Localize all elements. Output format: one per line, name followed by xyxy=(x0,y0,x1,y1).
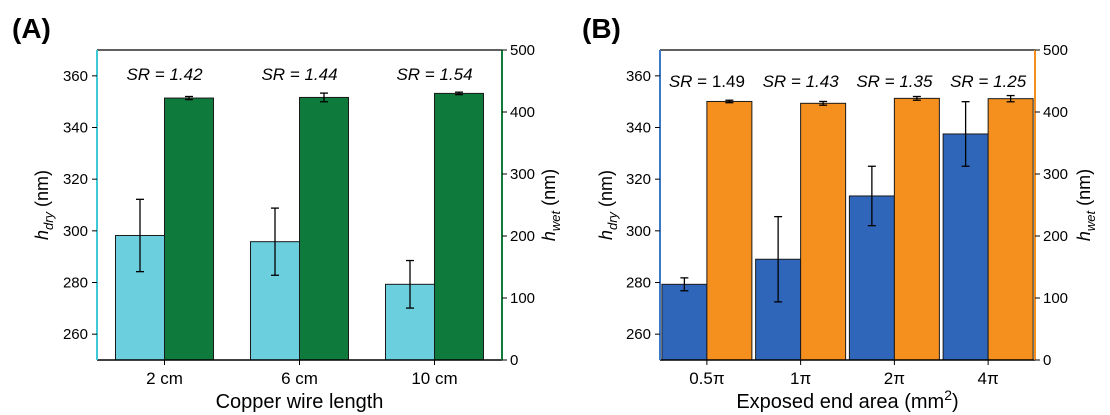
bar xyxy=(706,100,753,361)
y-tick-label-right: 100 xyxy=(1043,290,1068,307)
sr-annotation: SR = 1.49 xyxy=(669,72,745,91)
chart-panel-0: (A) 2 cm SR = 1.42 6 cm SR = 1.44 10 cm SR = 1… xyxy=(12,13,563,413)
x-tick-label: 4π xyxy=(978,369,999,388)
panel-label: (A) xyxy=(12,13,51,44)
x-tick-label: 6 cm xyxy=(281,369,318,388)
x-tick-label: 0.5π xyxy=(689,369,724,388)
y-tick-label-right: 500 xyxy=(1043,42,1068,59)
y-axis-label-right: hwet (nm) xyxy=(1074,169,1098,241)
y-tick-label-left: 340 xyxy=(63,120,88,137)
y-tick-label-left: 280 xyxy=(626,275,651,292)
y-tick-label-left: 300 xyxy=(63,223,88,240)
bar xyxy=(661,283,708,361)
sr-annotation: SR = 1.54 xyxy=(396,65,472,84)
x-tick-label: 1π xyxy=(790,369,811,388)
bar xyxy=(299,96,349,361)
x-axis-label: Exposed end area (mm2) xyxy=(736,387,958,413)
bar xyxy=(987,98,1034,361)
y-tick-label-right: 400 xyxy=(510,104,535,121)
x-axis-label: Copper wire length xyxy=(216,391,384,413)
y-tick-label-right: 500 xyxy=(510,42,535,59)
x-tick-label: 2π xyxy=(884,369,905,388)
bar xyxy=(434,92,484,361)
bar xyxy=(942,133,989,361)
y-tick-label-left: 360 xyxy=(626,68,651,85)
y-tick-label-right: 300 xyxy=(510,166,535,183)
bar xyxy=(893,97,940,361)
y-tick-label-right: 300 xyxy=(1043,166,1068,183)
chart-panel-1: (B) 0.5π SR = 1.49 1π SR = 1.43 2π SR = 1.35 4π… xyxy=(582,13,1098,413)
y-tick-label-left: 300 xyxy=(626,223,651,240)
y-tick-label-right: 0 xyxy=(510,352,518,369)
y-tick-label-left: 360 xyxy=(63,68,88,85)
y-tick-label-left: 260 xyxy=(63,326,88,343)
sr-annotation: SR = 1.35 xyxy=(856,72,933,91)
y-tick-label-left: 260 xyxy=(626,326,651,343)
sr-annotation: SR = 1.43 xyxy=(763,72,840,91)
sr-annotation: SR = 1.44 xyxy=(261,65,337,84)
sr-annotation: SR = 1.42 xyxy=(126,65,203,84)
y-tick-label-right: 400 xyxy=(1043,104,1068,121)
y-tick-label-right: 200 xyxy=(510,228,535,245)
sr-annotation: SR = 1.25 xyxy=(950,72,1027,91)
y-tick-label-right: 100 xyxy=(510,290,535,307)
panel-label: (B) xyxy=(582,13,621,44)
bar xyxy=(164,97,214,361)
y-tick-label-left: 340 xyxy=(626,120,651,137)
y-tick-label-right: 0 xyxy=(1043,352,1051,369)
x-tick-label: 10 cm xyxy=(411,369,457,388)
y-tick-label-left: 280 xyxy=(63,275,88,292)
y-axis-label-left: hdry (nm) xyxy=(596,170,620,240)
y-tick-label-left: 320 xyxy=(63,171,88,188)
y-axis-label-right: hwet (nm) xyxy=(539,169,563,241)
y-axis-label-left: hdry (nm) xyxy=(32,170,56,240)
x-tick-label: 2 cm xyxy=(146,369,183,388)
bar xyxy=(800,102,847,361)
y-tick-label-left: 320 xyxy=(626,171,651,188)
y-tick-label-right: 200 xyxy=(1043,228,1068,245)
